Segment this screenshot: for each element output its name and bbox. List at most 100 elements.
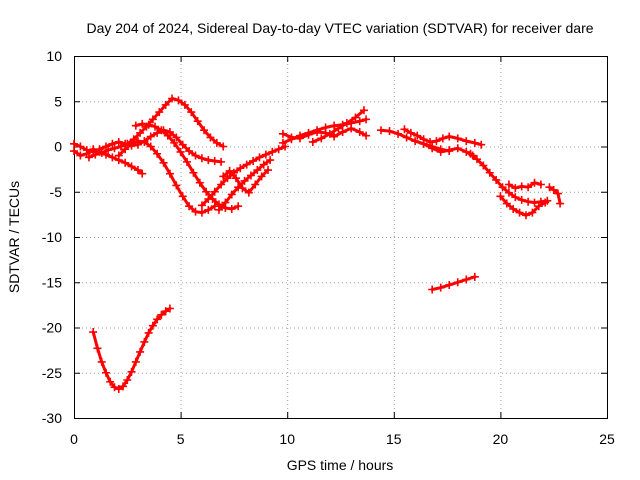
data-point (144, 120, 153, 129)
data-point (153, 315, 162, 324)
data-point (106, 377, 115, 386)
data-point (82, 146, 91, 155)
y-tick-label: -20 (42, 320, 62, 336)
x-tick-labels: 0 5 10 15 20 25 (70, 431, 615, 447)
x-axis-label: GPS time / hours (287, 457, 394, 473)
data-point (155, 108, 164, 117)
data-point (123, 375, 132, 384)
grid (74, 56, 607, 418)
data-point (180, 100, 189, 109)
data-point (114, 151, 123, 160)
data-point (278, 138, 287, 147)
data-point (492, 175, 501, 184)
data-point (498, 183, 507, 192)
series-trace (87, 97, 225, 159)
x-tick-label: 0 (70, 431, 78, 447)
data-point (325, 129, 334, 138)
data-point (334, 124, 343, 133)
data-point (528, 208, 537, 217)
data-point (121, 158, 130, 167)
data-point (240, 176, 249, 185)
data-point (182, 157, 191, 166)
data-point (217, 157, 226, 166)
series-arc-20 (89, 304, 174, 394)
data-point (163, 131, 172, 140)
data-point (204, 156, 213, 165)
data-point (232, 174, 241, 183)
data-point (227, 204, 236, 213)
data-point (210, 187, 219, 196)
data-point (521, 211, 530, 220)
data-point (148, 321, 157, 330)
series-trace (221, 168, 270, 195)
y-tick-label: -10 (42, 229, 62, 245)
data-point (445, 146, 454, 155)
y-tick-labels: -30 -25 -20 -15 -10 -5 0 5 10 (42, 48, 62, 426)
data-point (170, 138, 179, 147)
data-point (553, 189, 562, 198)
data-point (436, 147, 445, 156)
y-tick-label: 10 (46, 48, 62, 64)
series-arc-17 (504, 178, 545, 193)
data-point (485, 168, 494, 177)
data-point (359, 106, 368, 115)
data-point (210, 156, 219, 165)
data-point (161, 307, 170, 316)
y-tick-label: -15 (42, 274, 62, 290)
data-point (436, 283, 445, 292)
data-point (138, 119, 147, 128)
data-point (185, 147, 194, 156)
y-axis-label: SDTVAR / TECUs (6, 181, 22, 293)
data-point (517, 195, 526, 204)
data-point (121, 145, 130, 154)
data-point (234, 202, 243, 211)
x-tick-label: 25 (599, 431, 615, 447)
data-point (146, 142, 155, 151)
data-point (165, 169, 174, 178)
data-point (157, 310, 166, 319)
data-point (225, 166, 234, 175)
data-point (509, 204, 518, 213)
data-point (536, 180, 545, 189)
data-point (504, 188, 513, 197)
series-arc-16 (496, 192, 550, 220)
data-point (541, 198, 550, 207)
data-point (127, 162, 136, 171)
data-point (238, 184, 247, 193)
x-tick-label: 10 (279, 431, 295, 447)
series-arc-7 (214, 156, 275, 214)
data-point (517, 182, 526, 191)
data-point (534, 202, 543, 211)
data-point (202, 187, 211, 196)
series-arc-5 (114, 137, 219, 217)
data-point (261, 150, 270, 159)
data-point (402, 133, 411, 142)
data-point (197, 154, 206, 163)
data-point (308, 137, 317, 146)
data-point (176, 147, 185, 156)
data-point (172, 133, 181, 142)
data-point (511, 184, 520, 193)
x-tick-label: 20 (493, 431, 509, 447)
data-point (200, 126, 209, 135)
series-trace (498, 194, 547, 217)
data-point (136, 347, 145, 356)
data-point (462, 147, 471, 156)
data-point (472, 155, 481, 164)
data-point (453, 134, 462, 143)
data-point (133, 166, 142, 175)
data-point (462, 275, 471, 284)
data-point (347, 124, 356, 133)
data-point (264, 166, 273, 175)
series-arc-18 (545, 183, 565, 208)
data-point (470, 272, 479, 281)
data-point (197, 208, 206, 217)
data-point (259, 160, 268, 169)
data-point (136, 128, 145, 137)
data-point (236, 164, 245, 173)
series-arc-6 (197, 142, 290, 210)
data-point (157, 126, 166, 135)
data-point (511, 193, 520, 202)
data-point (445, 280, 454, 289)
